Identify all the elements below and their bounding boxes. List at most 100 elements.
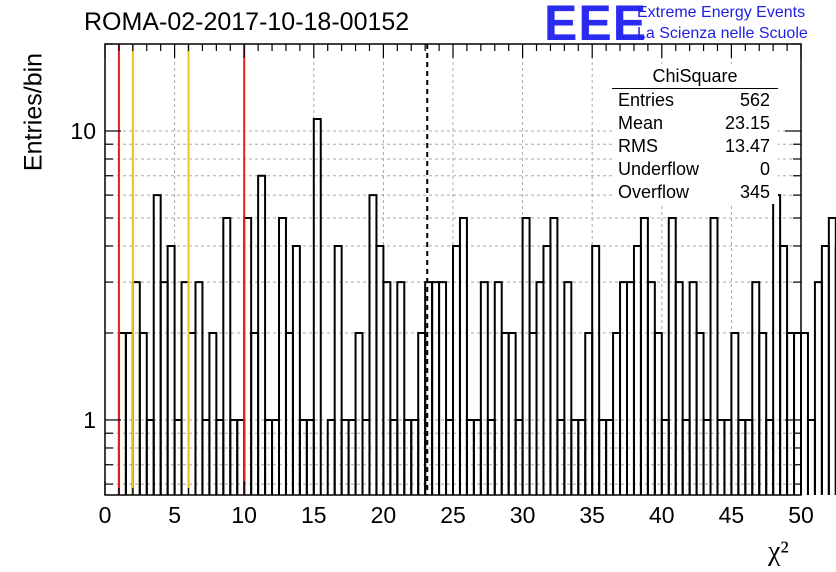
histogram-bin bbox=[779, 244, 789, 495]
y-tick-label: 1 bbox=[83, 407, 96, 433]
histogram-bin bbox=[730, 331, 740, 495]
histogram-bin bbox=[639, 216, 649, 495]
stats-row-overflow: Overflow 345 bbox=[612, 181, 778, 204]
histogram-bin bbox=[117, 331, 127, 495]
x-tick-label: 5 bbox=[168, 502, 181, 528]
histogram-bin bbox=[354, 331, 364, 495]
histogram-bin bbox=[806, 418, 816, 495]
histogram-bin bbox=[688, 281, 698, 495]
stats-value: 23.15 bbox=[724, 113, 770, 133]
histogram-bin bbox=[612, 331, 622, 495]
x-tick-label: 30 bbox=[510, 502, 536, 528]
histogram-bin bbox=[626, 281, 635, 495]
histogram-bin bbox=[619, 281, 628, 495]
histogram-bin bbox=[793, 331, 802, 495]
histogram-bin bbox=[208, 331, 218, 495]
histogram-bin bbox=[187, 331, 197, 495]
histogram-bin bbox=[653, 331, 663, 495]
x-tick-label: 0 bbox=[99, 502, 112, 528]
histogram-bin bbox=[166, 244, 176, 495]
stats-title: ChiSquare bbox=[612, 64, 778, 89]
histogram-bin bbox=[438, 281, 448, 495]
histogram-bin bbox=[827, 216, 836, 495]
stats-label: Overflow bbox=[618, 182, 690, 202]
stats-value: 345 bbox=[739, 182, 770, 202]
histogram-bin bbox=[584, 331, 594, 495]
x-tick-label: 20 bbox=[371, 502, 397, 528]
histogram-bin bbox=[333, 244, 343, 495]
x-tick-label: 45 bbox=[719, 502, 745, 528]
histogram-bin bbox=[368, 194, 378, 495]
histogram-bin bbox=[382, 281, 392, 495]
histogram-bin bbox=[284, 331, 294, 495]
histogram-bin bbox=[312, 118, 322, 495]
histogram-bin bbox=[124, 331, 134, 495]
x-axis-label: χ² bbox=[768, 536, 789, 567]
histogram-bin bbox=[417, 331, 427, 495]
chart-title: ROMA-02-2017-10-18-00152 bbox=[84, 8, 410, 36]
stats-value: 13.47 bbox=[724, 136, 770, 156]
histogram-bin bbox=[458, 216, 468, 495]
stats-row-mean: Mean 23.15 bbox=[612, 112, 778, 135]
histogram-bin bbox=[549, 216, 559, 495]
branding-line-2: La Scienza nelle Scuole bbox=[637, 25, 808, 42]
histogram-bin bbox=[528, 331, 538, 495]
stats-value: 562 bbox=[739, 90, 770, 110]
histogram-bin bbox=[396, 281, 406, 495]
y-axis-label: Entries/bin bbox=[19, 52, 48, 172]
stats-row-underflow: Underflow 0 bbox=[612, 158, 778, 181]
histogram-bin bbox=[646, 281, 656, 495]
histogram-bin bbox=[800, 331, 809, 495]
histogram-bin bbox=[772, 194, 782, 495]
histogram-bin bbox=[452, 244, 461, 495]
histogram-bin bbox=[563, 281, 573, 495]
x-tick-label: 15 bbox=[301, 502, 327, 528]
x-tick-label: 40 bbox=[649, 502, 675, 528]
histogram-bin bbox=[500, 331, 510, 495]
stats-row-rms: RMS 13.47 bbox=[612, 135, 778, 158]
histogram-bin bbox=[431, 281, 441, 495]
histogram-bin bbox=[180, 281, 190, 495]
histogram-bin bbox=[222, 216, 232, 495]
histogram-bin bbox=[250, 331, 260, 495]
stats-label: Mean bbox=[618, 113, 664, 133]
x-tick-label: 10 bbox=[231, 502, 257, 528]
histogram-bin bbox=[424, 281, 434, 495]
histogram-bin bbox=[751, 281, 761, 495]
histogram-bin bbox=[479, 281, 489, 495]
x-tick-label: 50 bbox=[788, 502, 814, 528]
histogram-bin bbox=[591, 244, 601, 495]
stats-row-entries: Entries 562 bbox=[612, 89, 778, 112]
histogram-bin bbox=[493, 281, 503, 495]
histogram-bin bbox=[758, 331, 768, 495]
histogram-bin bbox=[542, 244, 552, 495]
stats-box: ChiSquare Entries 562 Mean 23.15 RMS 13.… bbox=[612, 64, 778, 204]
y-tick-label: 10 bbox=[70, 118, 96, 144]
histogram-bin bbox=[291, 244, 301, 495]
histogram-bin bbox=[152, 194, 162, 495]
histogram-bin bbox=[632, 244, 642, 495]
histogram-bin bbox=[813, 281, 823, 495]
stats-value: 0 bbox=[759, 159, 770, 179]
x-tick-label: 35 bbox=[579, 502, 605, 528]
histogram-bin bbox=[278, 216, 287, 495]
eee-logo: EEE bbox=[544, 0, 648, 51]
histogram-bin bbox=[820, 244, 830, 495]
histogram-bin bbox=[131, 281, 141, 495]
branding-line-1: Extreme Energy Events bbox=[637, 4, 806, 21]
histogram-bin bbox=[709, 216, 719, 495]
histogram-bin bbox=[674, 281, 684, 495]
histogram-bin bbox=[521, 216, 531, 495]
histogram-bin bbox=[695, 331, 705, 495]
histogram-bin bbox=[257, 174, 267, 495]
histogram-bin bbox=[194, 281, 204, 495]
histogram-bin bbox=[375, 244, 385, 495]
histogram-bin bbox=[786, 331, 796, 495]
histogram-bin bbox=[243, 216, 253, 495]
histogram-bin bbox=[138, 331, 148, 495]
stats-label: RMS bbox=[618, 136, 658, 156]
histogram-bin bbox=[667, 216, 677, 495]
histogram-bin bbox=[535, 281, 545, 495]
histogram-bin bbox=[159, 281, 169, 495]
